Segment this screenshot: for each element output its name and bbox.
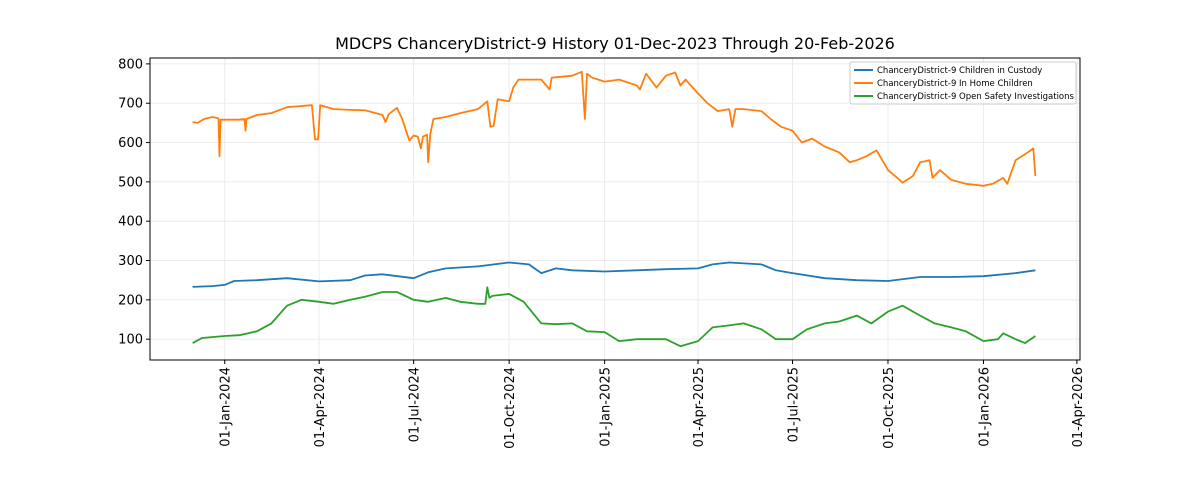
y-axis: 100 200 300 400 500 600 700 800 [118, 57, 150, 348]
x-tick-label: 01-Apr-2026 [1071, 367, 1086, 447]
series-line-0 [192, 261, 1036, 288]
y-tick-label: 700 [118, 97, 143, 112]
series-line-2 [192, 286, 1036, 348]
chart-title: MDCPS ChanceryDistrict-9 History 01-Dec-… [335, 34, 895, 53]
legend-label-0: ChanceryDistrict-9 Children in Custody [877, 66, 1042, 76]
x-tick-label: 01-Apr-2024 [313, 367, 328, 447]
x-tick-label: 01-Oct-2025 [882, 367, 897, 449]
series-line-1 [192, 70, 1037, 187]
y-tick-label: 300 [118, 254, 143, 269]
y-tick-label: 200 [118, 293, 143, 308]
x-axis: 01-Jan-2024 01-Apr-2024 01-Jul-2024 01-Oct-… [219, 360, 1086, 449]
legend-label-2: ChanceryDistrict-9 Open Safety Investiga… [877, 92, 1075, 102]
legend: ChanceryDistrict-9 Children in Custody Ch… [849, 61, 1077, 105]
x-tick-label: 01-Jul-2025 [786, 367, 801, 442]
x-tick-label: 01-Oct-2024 [503, 367, 518, 449]
plot-frame [149, 57, 1081, 361]
x-tick-label: 01-Jul-2024 [408, 367, 423, 442]
y-tick-label: 800 [118, 57, 143, 72]
grid [150, 58, 1080, 360]
x-tick-label: 01-Jan-2025 [599, 367, 614, 447]
x-tick-label: 01-Apr-2025 [692, 367, 707, 447]
y-tick-label: 600 [118, 136, 143, 151]
y-tick-label: 100 [118, 333, 143, 348]
series-lines [192, 70, 1037, 348]
legend-box [849, 61, 1077, 105]
y-tick-label: 400 [118, 215, 143, 230]
y-tick-label: 500 [118, 175, 143, 190]
x-tick-label: 01-Jan-2024 [219, 367, 234, 447]
legend-label-1: ChanceryDistrict-9 In Home Children [877, 79, 1033, 89]
x-tick-label: 01-Jan-2026 [977, 367, 992, 447]
